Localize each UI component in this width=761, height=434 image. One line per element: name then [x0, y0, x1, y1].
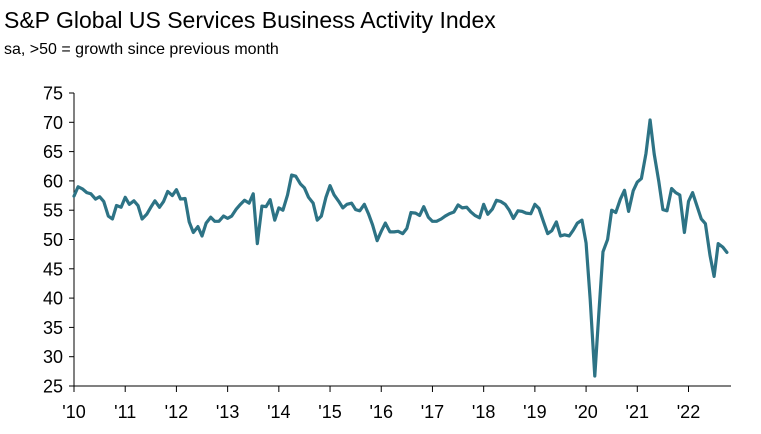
y-tick-label: 35 — [43, 318, 63, 338]
y-tick-label: 25 — [43, 377, 63, 397]
y-tick-label: 70 — [43, 113, 63, 133]
x-tick-label: '10 — [62, 402, 85, 422]
x-tick-label: '19 — [523, 402, 546, 422]
x-tick-label: '11 — [114, 402, 136, 422]
series-line — [72, 118, 729, 378]
y-tick-label: 65 — [43, 142, 63, 162]
x-tick-label: '15 — [318, 402, 341, 422]
y-axis: 25 30 35 40 45 50 55 60 65 70 75 — [43, 84, 75, 397]
y-tick-label: 60 — [43, 171, 63, 191]
y-tick-label: 50 — [43, 230, 63, 250]
y-tick-label: 55 — [43, 201, 63, 221]
chart-subtitle: sa, >50 = growth since previous month — [4, 41, 279, 58]
y-tick-label: 75 — [43, 84, 63, 104]
x-tick-label: '16 — [370, 402, 393, 422]
x-tick-label: '14 — [267, 402, 290, 422]
x-axis: '10 '11 '12 '13 '14 '15 '16 '17 '18 '19 '20 '21 '22 — [62, 385, 731, 422]
x-tick-label: '18 — [472, 402, 495, 422]
x-tick-label: '21 — [626, 402, 649, 422]
x-tick-label: '13 — [216, 402, 239, 422]
chart-title: S&P Global US Services Business Activity… — [4, 7, 496, 33]
y-tick-label: 45 — [43, 259, 63, 279]
x-tick-label: '12 — [165, 402, 188, 422]
series-layer — [72, 118, 729, 378]
x-tick-label: '22 — [677, 402, 700, 422]
y-tick-label: 30 — [43, 347, 63, 367]
x-tick-label: '17 — [421, 402, 444, 422]
y-tick-label: 40 — [43, 289, 63, 309]
x-tick-label: '20 — [574, 402, 597, 422]
